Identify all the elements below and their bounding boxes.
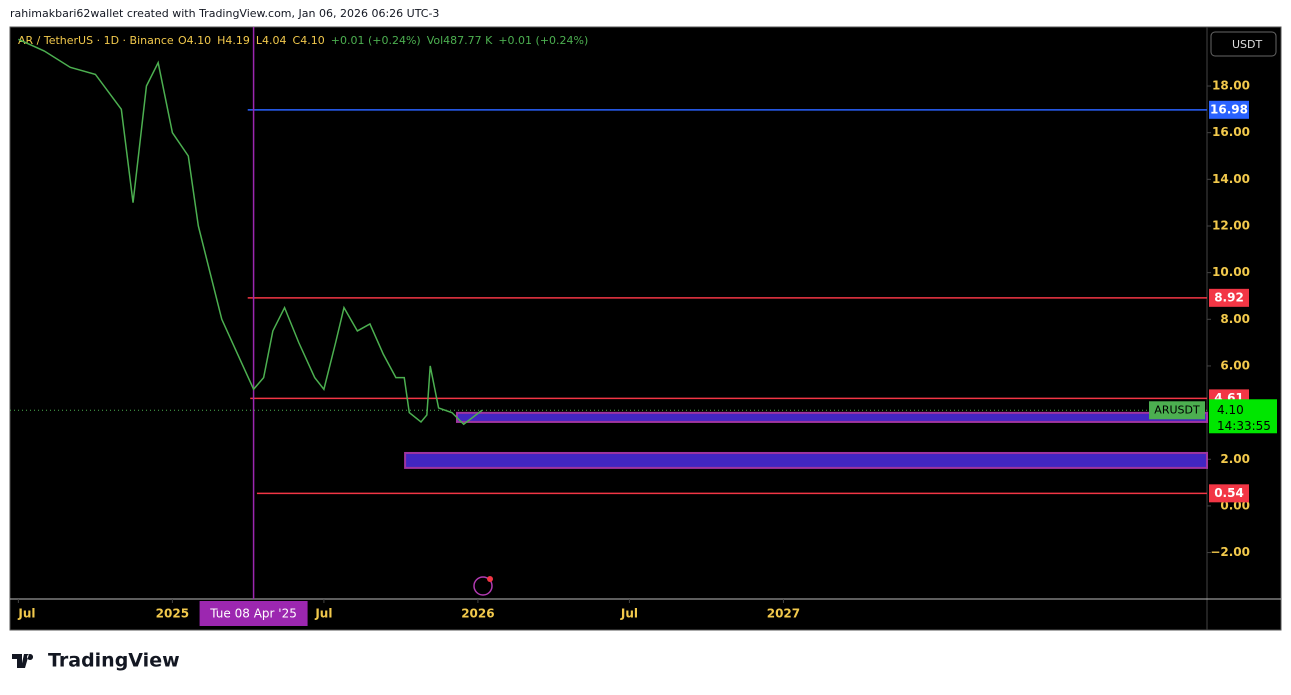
zone [404, 451, 1209, 469]
legend-value: O4.10 [178, 34, 211, 47]
x-tick-label: Jul [620, 607, 638, 621]
legend-value: H4.19 [217, 34, 250, 47]
x-tick-label: Jul [17, 607, 35, 621]
footer-logo: TradingView [12, 650, 180, 672]
brand: TradingView [48, 650, 180, 672]
last-price-tag [1209, 399, 1277, 434]
level-tag [1209, 100, 1249, 119]
legend-value: +0.01 (+0.24%) [498, 34, 588, 47]
crosshair-tag [199, 601, 308, 626]
x-tick-label: Jul [314, 607, 332, 621]
x-tick-label: 2026 [461, 607, 494, 621]
legend-value: L4.04 [256, 34, 287, 47]
y-tick-label: −2.00 [1210, 545, 1250, 559]
symbol-tag [1149, 401, 1205, 420]
alert-dot [487, 576, 493, 582]
level-tag [1209, 288, 1249, 307]
x-tick-label: 2025 [156, 607, 189, 621]
y-tick-label: 14.00 [1212, 172, 1250, 186]
y-tick-label: 10.00 [1212, 265, 1250, 279]
alert-icon[interactable] [473, 576, 493, 596]
chart-frame [9, 26, 1282, 631]
level-label: 0.54 [1214, 486, 1244, 500]
level-label: 16.98 [1210, 102, 1248, 116]
y-tick-label: 16.00 [1212, 125, 1250, 139]
y-tick-label: 6.00 [1220, 358, 1250, 372]
zone [455, 411, 1208, 423]
y-tick-label: 8.00 [1220, 312, 1250, 326]
x-tick-label: 2027 [767, 607, 800, 621]
crosshair-label: Tue 08 Apr '25 [209, 607, 297, 621]
level-tag [1209, 484, 1249, 503]
y-tick-label: 2.00 [1220, 452, 1250, 466]
header-text: rahimakbari62wallet created with Trading… [10, 7, 439, 20]
price-line [18, 38, 483, 426]
countdown: 14:33:55 [1217, 419, 1271, 433]
legend-value: +0.01 (+0.24%) [331, 34, 421, 47]
y-tick-label: 12.00 [1212, 218, 1250, 232]
legend-value: C4.10 [293, 34, 325, 47]
symbol-label: ARUSDT [1154, 403, 1200, 416]
last-price-label: 4.10 [1217, 403, 1244, 417]
currency[interactable]: USDT [1232, 38, 1263, 51]
y-tick-label: 18.00 [1212, 79, 1250, 93]
level-label: 8.92 [1214, 290, 1244, 304]
legend-value: Vol487.77 K [427, 34, 493, 47]
currency-button[interactable] [1210, 31, 1277, 57]
symbol-title: AR / TetherUS · 1D · Binance [18, 34, 174, 47]
